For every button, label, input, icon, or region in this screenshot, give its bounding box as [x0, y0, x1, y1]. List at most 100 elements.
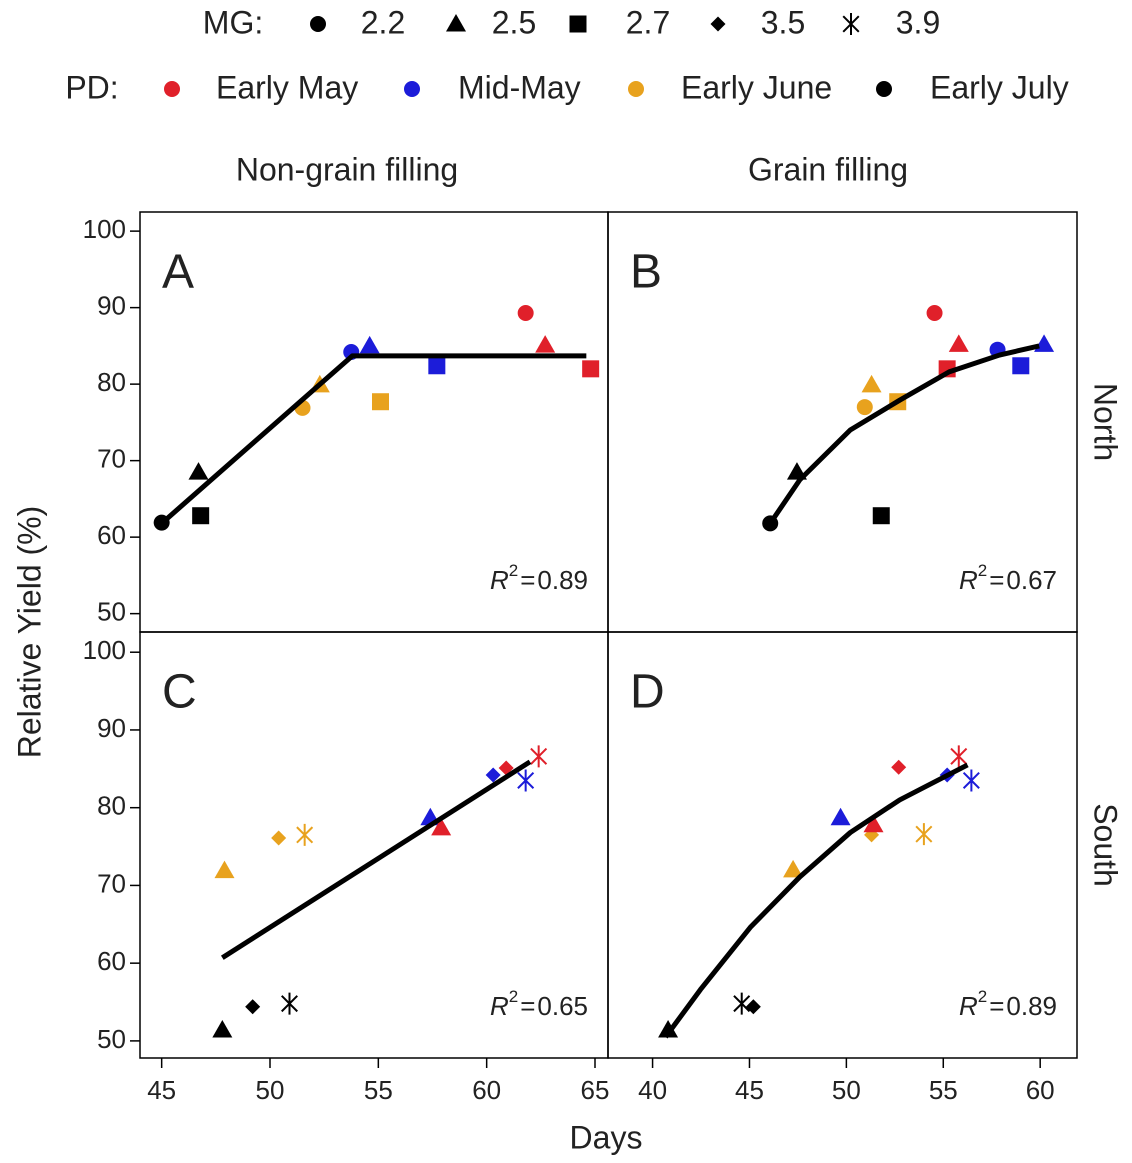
legend-label: Early June: [681, 69, 832, 105]
x-tick-label: 60: [472, 1075, 501, 1105]
marker-asterisk: [842, 13, 860, 35]
marker-triangle: [783, 859, 804, 878]
marker-square: [569, 15, 587, 33]
marker-triangle: [861, 374, 882, 393]
legend-swatch: [404, 81, 420, 97]
x-tick-label: 50: [832, 1075, 861, 1105]
r-power: 2: [509, 987, 518, 1006]
r-value: 0.89: [1006, 991, 1057, 1021]
x-axis-label: Days: [570, 1119, 643, 1155]
marker-square: [1012, 357, 1030, 375]
marker-diamond: [245, 999, 261, 1015]
marker-circle: [517, 304, 534, 321]
marker-diamond: [271, 830, 287, 846]
y-tick-label: 90: [97, 291, 126, 321]
marker-triangle: [188, 462, 209, 480]
marker-triangle: [863, 814, 884, 833]
legend-label: 2.5: [492, 4, 536, 40]
marker-asterisk: [915, 823, 933, 846]
r-sign: =: [989, 565, 1004, 595]
y-tick-label: 60: [97, 520, 126, 550]
y-tick-label: 100: [83, 635, 126, 665]
x-tick-label: 55: [929, 1075, 958, 1105]
x-tick-label: 60: [1026, 1075, 1055, 1105]
x-tick-label: 65: [581, 1075, 610, 1105]
x-tick-label: 45: [147, 1075, 176, 1105]
y-tick-label: 100: [83, 214, 126, 244]
panel-frame: [607, 631, 1078, 1059]
row-title: South: [1088, 803, 1124, 887]
fit-line: [768, 343, 1040, 525]
marker-triangle: [658, 1020, 679, 1038]
r-squared: R2=0.67: [959, 561, 1057, 594]
mg-legend-title: MG:: [203, 4, 263, 40]
y-tick-label: 70: [97, 868, 126, 898]
legend-swatch: [164, 81, 180, 97]
y-axis-label: Relative Yield (%): [11, 506, 47, 759]
legend-swatch: [628, 81, 644, 97]
marker-diamond: [745, 999, 761, 1015]
marker-asterisk: [530, 745, 548, 768]
marker-triangle: [214, 860, 235, 879]
r-power: 2: [509, 561, 518, 580]
row-title: North: [1088, 383, 1124, 461]
marker-circle: [310, 16, 326, 32]
marker-triangle: [948, 334, 969, 352]
marker-asterisk: [281, 992, 298, 1015]
marker-asterisk: [733, 992, 751, 1015]
legend-label: 2.2: [361, 4, 405, 40]
x-tick-label: 55: [364, 1075, 393, 1105]
y-tick-label: 50: [97, 1024, 126, 1054]
r-value: 0.65: [537, 991, 588, 1021]
r-symbol: R: [959, 991, 978, 1021]
marker-asterisk: [296, 823, 314, 846]
marker-triangle: [212, 1020, 233, 1038]
r-power: 2: [978, 561, 987, 580]
y-tick-label: 60: [97, 946, 126, 976]
x-tick-label: 40: [638, 1075, 667, 1105]
marker-diamond: [485, 767, 501, 783]
marker-asterisk: [950, 745, 968, 768]
marker-triangle: [359, 335, 380, 354]
column-title: Grain filling: [748, 151, 908, 187]
marker-square: [582, 360, 600, 378]
marker-asterisk: [962, 769, 980, 792]
marker-diamond: [710, 16, 726, 32]
r-sign: =: [520, 991, 535, 1021]
y-tick-label: 50: [97, 597, 126, 627]
marker-asterisk: [517, 769, 535, 792]
marker-triangle: [446, 14, 466, 32]
marker-triangle: [431, 817, 452, 836]
r-squared: R2=0.89: [959, 987, 1057, 1020]
marker-circle: [926, 304, 943, 321]
legend-label: 2.7: [626, 4, 670, 40]
r-symbol: R: [490, 991, 509, 1021]
marker-triangle: [830, 807, 851, 826]
panel-letter: A: [162, 246, 194, 299]
r-value: 0.67: [1006, 565, 1057, 595]
x-tick-label: 50: [256, 1075, 285, 1105]
column-title: Non-grain filling: [236, 151, 458, 187]
marker-diamond: [891, 759, 907, 775]
marker-square: [428, 357, 446, 375]
y-tick-label: 70: [97, 444, 126, 474]
r-squared: R2=0.65: [490, 987, 588, 1020]
fit-line: [663, 762, 969, 1039]
r-squared: R2=0.89: [490, 561, 588, 594]
panel-letter: B: [630, 246, 662, 299]
marker-triangle: [535, 335, 556, 353]
r-sign: =: [989, 991, 1004, 1021]
marker-diamond: [498, 760, 514, 776]
panel-letter: D: [630, 666, 665, 719]
panel-letter: C: [162, 666, 197, 719]
y-tick-label: 80: [97, 367, 126, 397]
marker-triangle: [1034, 334, 1055, 352]
fit-line: [220, 759, 532, 960]
r-sign: =: [520, 565, 535, 595]
fit-line: [160, 353, 587, 526]
y-tick-label: 90: [97, 713, 126, 743]
marker-square: [192, 507, 210, 525]
r-value: 0.89: [537, 565, 588, 595]
marker-circle: [856, 399, 873, 416]
